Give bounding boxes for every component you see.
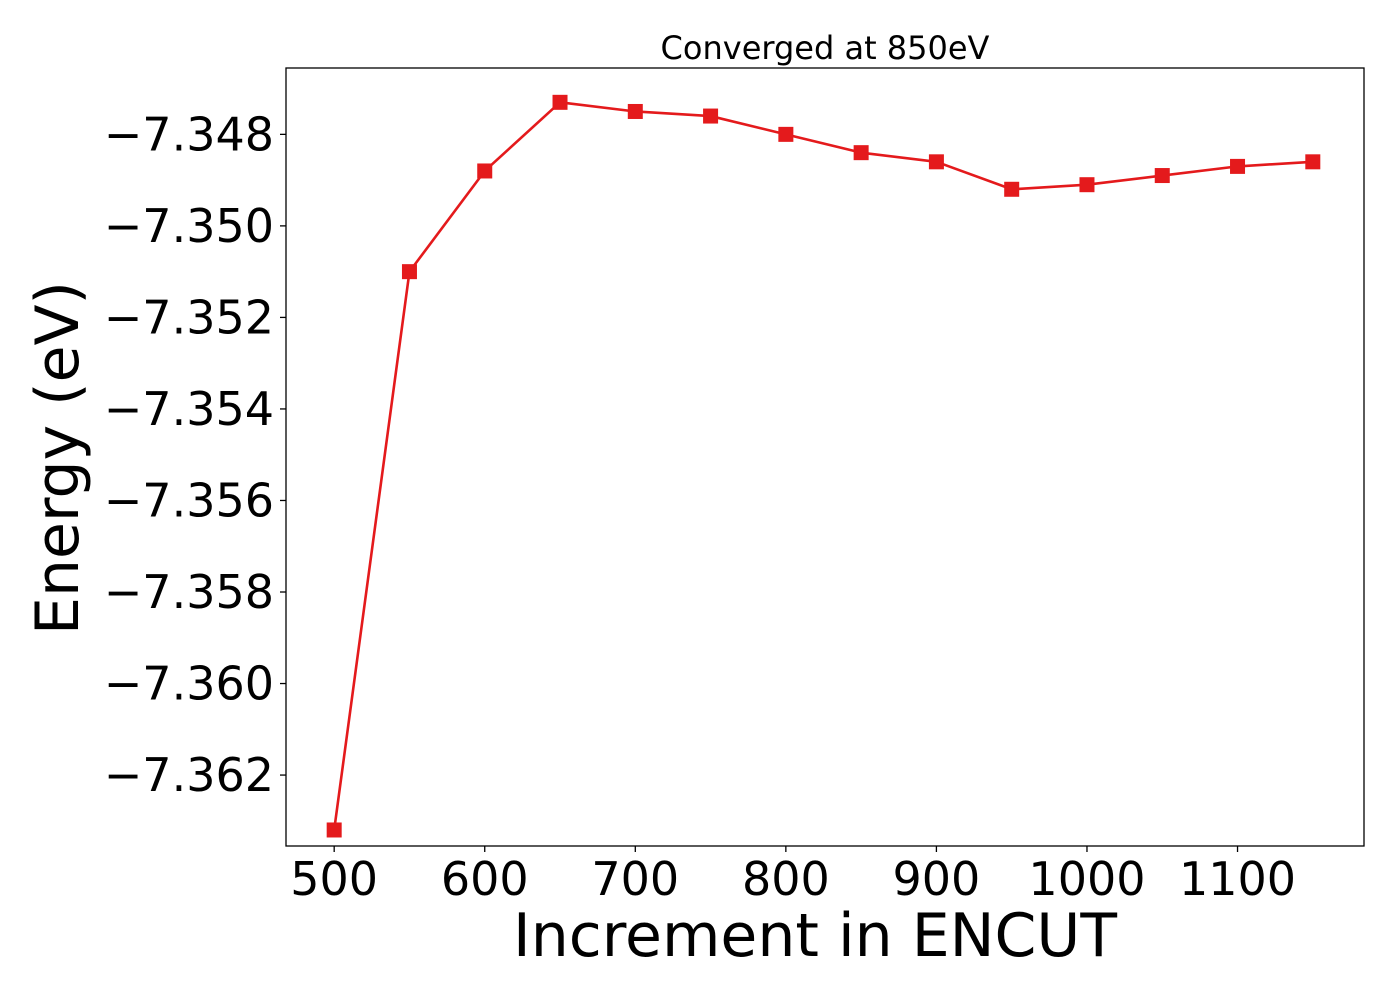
data-point-marker xyxy=(1079,177,1095,193)
y-tick-label: −7.348 xyxy=(104,107,274,161)
data-point-marker xyxy=(401,264,417,280)
data-point-marker xyxy=(853,145,869,161)
data-point-marker xyxy=(928,154,944,170)
y-tick-label: −7.362 xyxy=(104,748,274,802)
series-line xyxy=(332,101,1313,831)
data-point-marker xyxy=(477,163,493,179)
plot-area-frame xyxy=(285,67,1365,847)
data-point-marker xyxy=(1154,168,1170,184)
x-tick-label: 1100 xyxy=(1179,852,1296,906)
y-tick-label: −7.356 xyxy=(104,473,274,527)
data-point-marker xyxy=(627,103,643,119)
data-point-marker xyxy=(1230,158,1246,174)
y-tick-label: −7.350 xyxy=(104,199,274,253)
y-tick-label: −7.358 xyxy=(104,565,274,619)
x-tick-label: 1000 xyxy=(1028,852,1145,906)
data-point-marker xyxy=(1004,181,1020,197)
chart-title: Converged at 850eV xyxy=(661,29,990,67)
x-tick-label: 900 xyxy=(893,852,981,906)
series-layer xyxy=(326,94,1321,838)
y-axis-title: Energy (eV) xyxy=(23,281,93,635)
x-tick-label: 800 xyxy=(742,852,830,906)
data-point-marker xyxy=(1305,154,1321,170)
data-point-marker xyxy=(552,94,568,110)
data-point-marker xyxy=(778,126,794,142)
x-tick-label: 700 xyxy=(591,852,679,906)
y-tick-label: −7.354 xyxy=(104,382,274,436)
y-tick-label: −7.360 xyxy=(104,657,274,711)
y-axis-ticks: −7.348 −7.350 −7.352 −7.354 −7.356 −7.358 −7.3… xyxy=(104,107,286,802)
x-tick-label: 600 xyxy=(441,852,529,906)
x-axis-ticks: 500 600 700 800 900 1000 1100 xyxy=(290,846,1296,906)
y-tick-label: −7.352 xyxy=(104,290,274,344)
x-axis-title: Increment in ENCUT xyxy=(513,901,1117,971)
x-tick-label: 500 xyxy=(290,852,378,906)
data-point-marker xyxy=(326,822,342,838)
data-point-marker xyxy=(703,108,719,124)
